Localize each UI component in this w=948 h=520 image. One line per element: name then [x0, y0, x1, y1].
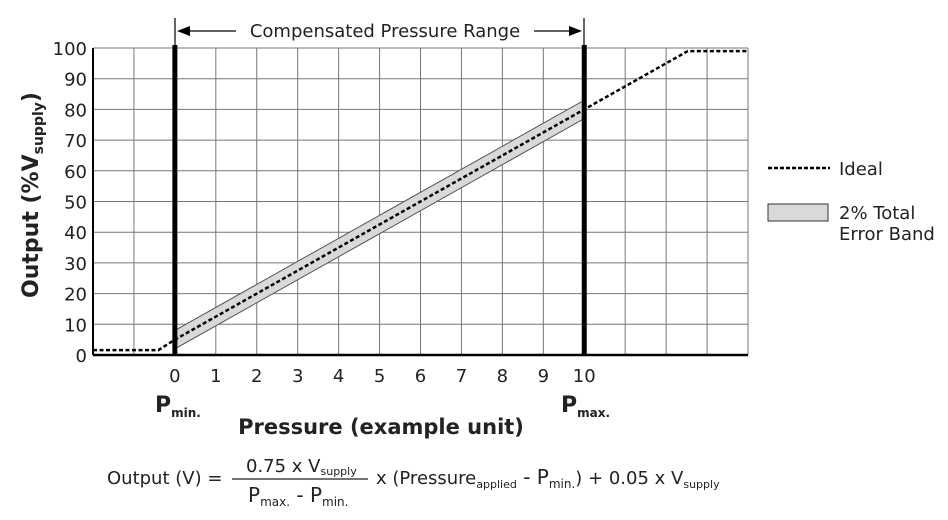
formula-numerator: 0.75 x Vsupply [246, 456, 357, 478]
y-tick-label: 60 [64, 162, 87, 183]
y-tick-label: 90 [64, 70, 87, 91]
formula-rhs: x (Pressureapplied - Pmin.) + 0.05 x Vsu… [376, 465, 720, 491]
legend-band-label-2: Error Band [839, 224, 935, 245]
formula-lhs: Output (V) = [107, 468, 222, 489]
legend-band-label: 2% Total [839, 203, 915, 224]
formula-denominator: Pmax. - Pmin. [248, 483, 348, 509]
x-tick-label: 6 [415, 366, 426, 387]
legend-band-swatch [767, 203, 829, 222]
ideal-series-line [93, 49, 748, 352]
x-tick-label: 9 [538, 366, 549, 387]
y-axis-label: Output (%Vsupply) [19, 92, 47, 298]
formula: Output (V) = 0.75 x Vsupply Pmax. - Pmin… [107, 456, 720, 509]
legend: Ideal 2% Total Error Band [767, 159, 935, 245]
y-tick-label: 40 [64, 223, 87, 244]
ideal-line [93, 49, 748, 352]
y-tick-label: 70 [64, 131, 87, 152]
x-tick-label: 4 [333, 366, 344, 387]
compensated-range-annotation: Compensated Pressure Range [174, 18, 585, 45]
y-tick-label: 30 [64, 254, 87, 275]
x-tick-label: 8 [497, 366, 508, 387]
x-tick-label: 2 [251, 366, 262, 387]
pressure-limits [172, 45, 587, 355]
x-tick-label: 3 [292, 366, 303, 387]
y-tick-label: 20 [64, 285, 87, 306]
svg-text:Compensated Pressure Range: Compensated Pressure Range [250, 21, 520, 42]
x-tick-label: 7 [456, 366, 467, 387]
y-tick-label: 0 [76, 346, 87, 367]
pmin-label: Pmin. [155, 393, 201, 420]
x-tick-label: 1 [210, 366, 221, 387]
legend-ideal-label: Ideal [839, 159, 883, 180]
pmax-label: Pmax. [561, 393, 610, 420]
x-tick-label: 0 [169, 366, 180, 387]
y-tick-label: 50 [64, 193, 87, 214]
y-tick-label: 10 [64, 315, 87, 336]
x-axis-label: Pressure (example unit) [238, 415, 524, 439]
y-tick-label: 80 [64, 100, 87, 121]
x-tick-label: 10 [573, 366, 596, 387]
y-tick-label: 100 [53, 39, 87, 60]
x-tick-label: 5 [374, 366, 385, 387]
